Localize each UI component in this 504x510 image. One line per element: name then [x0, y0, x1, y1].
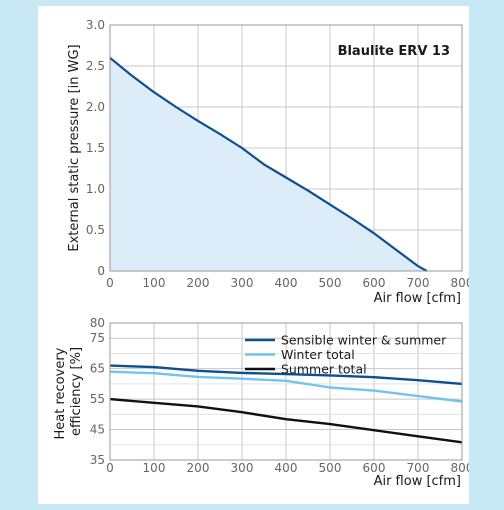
- efficiency-x-tick-label: 700: [407, 461, 430, 475]
- efficiency-y-tick-label: 45: [90, 423, 105, 437]
- efficiency-x-axis-label: Air flow [cfm]: [374, 474, 461, 489]
- pressure-y-ticks: 0 0.5 1.0 1.5 2.0 2.5 3.0: [86, 18, 105, 278]
- efficiency-x-tick-label: 500: [319, 461, 342, 475]
- pressure-x-tick-label: 700: [407, 276, 430, 290]
- pressure-x-tick-label: 600: [363, 276, 386, 290]
- pressure-y-axis-label: External static pressure [in WG]: [67, 44, 82, 251]
- efficiency-series-line: [109, 397, 463, 444]
- pressure-y-tick-label: 1.0: [86, 182, 105, 196]
- pressure-x-tick-label: 800: [451, 276, 469, 290]
- efficiency-y-axis-label: Heat recovery efficiency [%]: [53, 344, 84, 440]
- pressure-plot-frame: [109, 24, 463, 272]
- pressure-x-tick-label: 100: [143, 276, 166, 290]
- legend-label: Sensible winter & summer: [281, 333, 447, 348]
- chart-title: Blaulite ERV 13: [338, 44, 450, 59]
- pressure-x-tick-label: 0: [106, 276, 114, 290]
- chart-svg: 0 0.5 1.0 1.5 2.0 2.5 3.0 0 100 200 300 400 500 600 7…: [53, 18, 473, 489]
- efficiency-y-tick-label: 55: [90, 392, 105, 406]
- efficiency-series-line: [109, 364, 463, 386]
- pressure-y-tick-label: 1.5: [86, 141, 105, 155]
- efficiency-y-tick-label: 80: [90, 316, 105, 330]
- efficiency-x-tick-label: 0: [106, 461, 114, 475]
- pressure-x-tick-label: 500: [319, 276, 342, 290]
- efficiency-x-ticks: 0 100 200 300 400 500 600 700 800: [106, 461, 473, 475]
- pressure-y-tick-label: 0: [97, 264, 105, 278]
- efficiency-y-label-line-2: efficiency [%]: [69, 347, 84, 436]
- efficiency-y-tick-label: 35: [90, 453, 105, 467]
- pressure-area-fill: [110, 57, 427, 271]
- pressure-y-tick-label: 0.5: [86, 223, 105, 237]
- efficiency-grid: [109, 322, 463, 461]
- efficiency-x-tick-label: 200: [187, 461, 210, 475]
- efficiency-x-tick-label: 300: [231, 461, 254, 475]
- pressure-chart: 0 0.5 1.0 1.5 2.0 2.5 3.0 0 100 200 300 400 500 600 7…: [67, 18, 473, 306]
- efficiency-series-line: [109, 370, 463, 403]
- legend-label: Summer total: [281, 362, 367, 377]
- legend-label: Winter total: [281, 347, 355, 362]
- efficiency-x-tick-label: 400: [275, 461, 298, 475]
- efficiency-y-tick-label: 75: [90, 331, 105, 345]
- efficiency-x-tick-label: 600: [363, 461, 386, 475]
- efficiency-y-label-line-1: Heat recovery: [53, 347, 68, 439]
- figure-panel: 0 0.5 1.0 1.5 2.0 2.5 3.0 0 100 200 300 400 500 600 7…: [38, 6, 473, 504]
- efficiency-x-tick-label: 100: [143, 461, 166, 475]
- pressure-x-tick-label: 300: [231, 276, 254, 290]
- pressure-y-tick-label: 2.0: [86, 100, 105, 114]
- pressure-x-ticks: 0 100 200 300 400 500 600 700 800: [106, 276, 473, 290]
- pressure-y-tick-label: 2.5: [86, 59, 105, 73]
- pressure-x-tick-label: 200: [187, 276, 210, 290]
- pressure-y-tick-label: 3.0: [86, 18, 105, 32]
- efficiency-plot-frame: [109, 322, 463, 461]
- efficiency-lines: [109, 364, 463, 444]
- pressure-x-tick-label: 400: [275, 276, 298, 290]
- efficiency-y-tick-label: 65: [90, 362, 105, 376]
- efficiency-x-tick-label: 800: [451, 461, 469, 475]
- pressure-x-axis-label: Air flow [cfm]: [374, 291, 461, 306]
- pressure-curve: [109, 56, 428, 272]
